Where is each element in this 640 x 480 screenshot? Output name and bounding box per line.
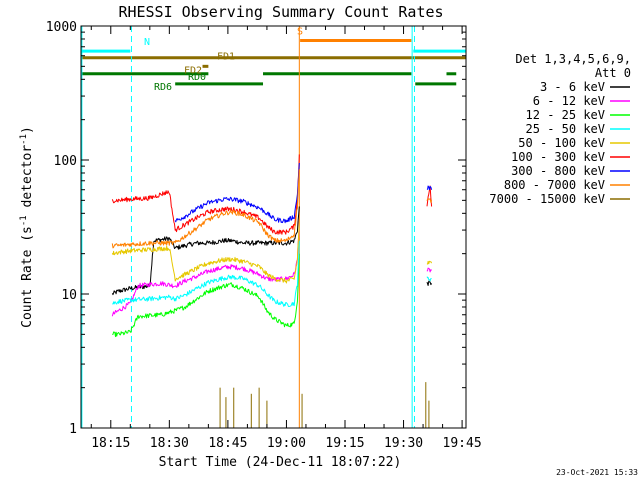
- series-line-100-300-kev: [426, 185, 433, 207]
- series-line-300-800-kev: [426, 185, 433, 191]
- flag-label-fd2: FD2: [184, 65, 202, 76]
- series-line-800-7000-kev: [111, 169, 300, 249]
- series-line-12-25-kev: [112, 253, 300, 338]
- flag-label-fd1: FD1: [217, 52, 235, 63]
- legend-label-800-7000-kev: 800 - 7000 keV: [504, 178, 605, 192]
- y-tick-label: 1000: [46, 20, 77, 35]
- series-line-3-6-kev: [426, 280, 433, 286]
- series-line-3-6-kev: [111, 206, 300, 296]
- y-tick-label: 10: [61, 288, 77, 303]
- series-line-25-50-kev: [112, 240, 300, 307]
- legend-header-attenuator: Att 0: [595, 66, 631, 80]
- series-line-800-7000-kev: [426, 198, 433, 203]
- y-axis-label: Count Rate (s-1 detector-1): [19, 126, 35, 328]
- legend-label-6-12-kev: 6 - 12 keV: [533, 94, 605, 108]
- series-line-50-100-kev: [111, 221, 300, 284]
- x-axis-label: Start Time (24-Dec-11 18:07:22): [159, 455, 402, 470]
- legend-label-50-100-kev: 50 - 100 keV: [518, 136, 605, 150]
- x-tick-label: 19:15: [325, 436, 364, 451]
- y-tick-label: 1: [69, 422, 77, 437]
- legend-label-100-300-kev: 100 - 300 keV: [511, 150, 605, 164]
- x-tick-label: 18:30: [150, 436, 189, 451]
- y-axis-label-mid: detector: [20, 145, 35, 216]
- flag-label-rd0: RD0: [188, 72, 206, 83]
- y-tick-label: 100: [54, 154, 77, 169]
- legend-header-detectors: Det 1,3,4,5,6,9,: [515, 52, 631, 66]
- x-tick-label: 19:45: [443, 436, 482, 451]
- legend-label-25-50-kev: 25 - 50 keV: [526, 122, 605, 136]
- count-rate-series: [111, 154, 433, 428]
- y-axis-label-main: Count Rate (s: [20, 226, 35, 328]
- legend-label-3-6-kev: 3 - 6 keV: [540, 80, 605, 94]
- observing-flags: [81, 38, 466, 86]
- x-tick-label: 18:15: [91, 436, 130, 451]
- series-line-100-300-kev: [111, 154, 300, 235]
- flag-label-rd6: RD6: [154, 82, 172, 93]
- legend-label-300-800-kev: 300 - 800 keV: [511, 164, 605, 178]
- legend-label-7000-15000-kev: 7000 - 15000 keV: [489, 192, 605, 206]
- y-axis: 1 10 100 1000: [46, 20, 466, 437]
- legend-label-12-25-kev: 12 - 25 keV: [526, 108, 605, 122]
- event-lines: [81, 26, 415, 428]
- y-axis-label-sup1: -1: [19, 215, 29, 226]
- x-tick-label: 19:30: [384, 436, 423, 451]
- x-axis: 18:15 18:30 18:45 19:00 19:15 19:30 19:45: [90, 26, 482, 451]
- x-tick-label: 18:45: [208, 436, 247, 451]
- footer-timestamp: 23-Oct-2021 15:33: [556, 468, 638, 477]
- plot-frame: [80, 25, 467, 429]
- y-axis-label-sup2: -1: [19, 134, 29, 145]
- chart-title: RHESSI Observing Summary Count Rates: [118, 3, 443, 21]
- series-line-300-800-kev: [174, 162, 300, 224]
- series-line-6-12-kev: [426, 267, 432, 273]
- flag-label-n: N: [144, 37, 150, 48]
- flag-label-s: S: [297, 26, 303, 37]
- series-line-50-100-kev: [426, 260, 433, 265]
- series-line-25-50-kev: [426, 276, 432, 282]
- x-tick-label: 19:00: [267, 436, 306, 451]
- y-axis-label-end: ): [20, 126, 35, 134]
